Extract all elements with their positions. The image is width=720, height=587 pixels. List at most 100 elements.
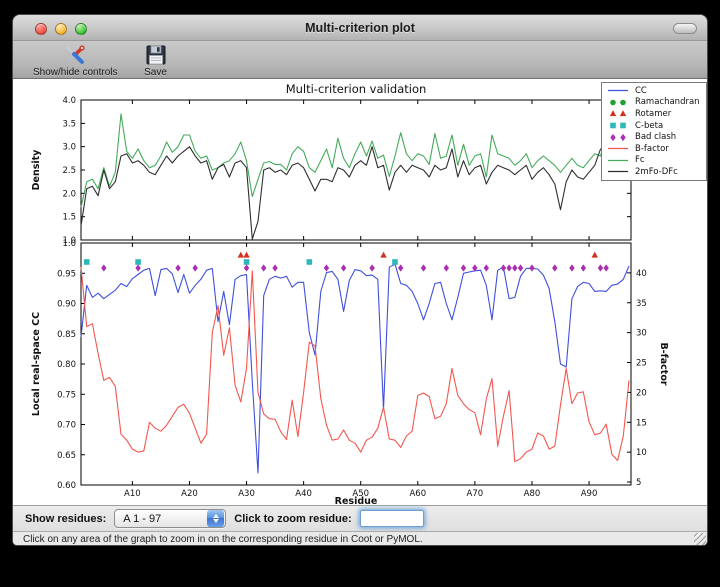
marker-rotamer xyxy=(591,251,598,258)
legend-item: 2mFo-DFc xyxy=(606,166,702,178)
legend-triangle-sample xyxy=(606,109,630,118)
marker-bad-clash xyxy=(460,264,467,272)
legend-label: Ramachandran xyxy=(635,97,700,108)
svg-text:0.60: 0.60 xyxy=(57,481,76,491)
legend-label: C-beta xyxy=(635,120,664,131)
residue-range-select[interactable]: A 1 - 97 xyxy=(114,509,227,528)
legend-item: C-beta xyxy=(606,120,702,132)
svg-text:0.85: 0.85 xyxy=(57,330,76,340)
svg-text:0.70: 0.70 xyxy=(57,421,76,431)
close-button[interactable] xyxy=(35,22,47,35)
svg-text:A10: A10 xyxy=(124,489,141,499)
svg-text:0.90: 0.90 xyxy=(57,300,76,310)
zoom-residue-label: Click to zoom residue: xyxy=(234,512,352,525)
svg-text:Residue: Residue xyxy=(335,496,378,505)
save-label: Save xyxy=(144,67,167,78)
window-controls xyxy=(35,22,87,35)
marker-bad-clash xyxy=(483,264,489,272)
marker-bad-clash xyxy=(397,264,404,272)
marker-rotamer xyxy=(380,251,387,258)
resize-grip[interactable] xyxy=(694,533,706,545)
legend-label: Bad clash xyxy=(635,132,677,143)
svg-text:A90: A90 xyxy=(581,489,598,499)
marker-bad-clash xyxy=(569,264,575,272)
show-residues-label: Show residues: xyxy=(25,512,107,525)
marker-bad-clash xyxy=(472,264,478,272)
marker-c-beta xyxy=(83,259,90,265)
title-bar[interactable]: Multi-criterion plot xyxy=(13,15,707,41)
plot-area: Multi-criterion validation 1.0 1.5 2.0 2.5 3.… xyxy=(13,79,708,505)
svg-text:2.5: 2.5 xyxy=(62,166,76,176)
svg-text:0.95: 0.95 xyxy=(57,269,76,279)
svg-text:B-factor: B-factor xyxy=(658,342,669,385)
marker-bad-clash xyxy=(369,264,375,272)
marker-bad-clash xyxy=(506,264,512,272)
marker-rotamer xyxy=(243,251,250,258)
legend-item: B-factor xyxy=(606,143,702,155)
svg-text:A60: A60 xyxy=(409,489,426,499)
svg-text:35: 35 xyxy=(636,299,647,309)
legend-label: B-factor xyxy=(635,143,669,154)
marker-bad-clash xyxy=(443,264,450,272)
marker-bad-clash xyxy=(580,264,587,272)
status-bar: Click on any area of the graph to zoom i… xyxy=(13,531,707,545)
svg-text:4.0: 4.0 xyxy=(62,96,76,106)
marker-bad-clash xyxy=(101,264,107,272)
marker-bad-clash xyxy=(135,264,141,272)
marker-c-beta xyxy=(135,259,141,265)
svg-text:A30: A30 xyxy=(238,489,255,499)
legend-item: Rotamer xyxy=(606,108,702,120)
svg-text:A40: A40 xyxy=(295,489,312,499)
controls-bar: Show residues: A 1 - 97 Click to zoom re… xyxy=(13,505,707,531)
legend-label: Fc xyxy=(635,155,645,166)
svg-text:0.65: 0.65 xyxy=(57,451,76,461)
stepper-arrows-icon xyxy=(207,510,225,527)
zoom-residue-input[interactable] xyxy=(359,510,424,527)
svg-text:3.5: 3.5 xyxy=(62,119,76,129)
marker-bad-clash xyxy=(272,264,278,272)
save-icon xyxy=(144,43,168,67)
marker-bad-clash xyxy=(260,264,267,272)
legend-label: 2mFo-DFc xyxy=(635,166,678,177)
plot-canvas[interactable]: Multi-criterion validation 1.0 1.5 2.0 2.5 3.… xyxy=(13,79,708,505)
svg-text:0.75: 0.75 xyxy=(57,390,76,400)
legend-label: Rotamer xyxy=(635,108,672,119)
show-hide-controls-icon xyxy=(63,43,87,67)
svg-text:5: 5 xyxy=(636,478,641,488)
svg-text:30: 30 xyxy=(636,329,647,339)
svg-text:A70: A70 xyxy=(467,489,484,499)
svg-text:0.80: 0.80 xyxy=(57,360,76,370)
minimize-button[interactable] xyxy=(55,22,67,35)
marker-rotamer xyxy=(237,251,245,258)
marker-bad-clash xyxy=(603,264,609,272)
legend: CC Ramachandran Rotamer C-beta Bad clash B-fa… xyxy=(601,82,707,181)
save-button[interactable]: Save xyxy=(140,42,172,79)
marker-c-beta xyxy=(392,259,398,265)
status-text: Click on any area of the graph to zoom i… xyxy=(23,533,423,545)
show-hide-controls-button[interactable]: Show/hide controls xyxy=(29,42,122,79)
legend-item: CC xyxy=(606,85,702,97)
toolbar: Show/hide controls Save xyxy=(13,41,707,79)
toolbar-toggle-pill[interactable] xyxy=(673,23,697,34)
legend-label: CC xyxy=(635,85,647,96)
svg-text:25: 25 xyxy=(636,359,647,369)
legend-line-sample xyxy=(606,144,630,153)
marker-bad-clash xyxy=(175,264,181,272)
legend-line-sample xyxy=(606,156,630,165)
marker-c-beta xyxy=(306,259,313,265)
marker-bad-clash xyxy=(597,264,604,272)
svg-text:Density: Density xyxy=(31,149,42,191)
legend-circle-sample xyxy=(606,98,630,107)
legend-line-sample xyxy=(606,167,630,176)
legend-square-sample xyxy=(606,121,630,130)
zoom-button[interactable] xyxy=(75,22,87,35)
marker-bad-clash xyxy=(323,264,330,272)
marker-bad-clash xyxy=(192,264,198,272)
svg-text:A20: A20 xyxy=(181,489,198,499)
svg-text:A80: A80 xyxy=(524,489,541,499)
svg-text:1.0: 1.0 xyxy=(62,239,76,249)
svg-text:3.0: 3.0 xyxy=(62,143,76,153)
svg-text:Multi-criterion validation: Multi-criterion validation xyxy=(286,82,427,96)
legend-diamond-sample xyxy=(606,133,630,142)
svg-text:20: 20 xyxy=(636,388,647,398)
